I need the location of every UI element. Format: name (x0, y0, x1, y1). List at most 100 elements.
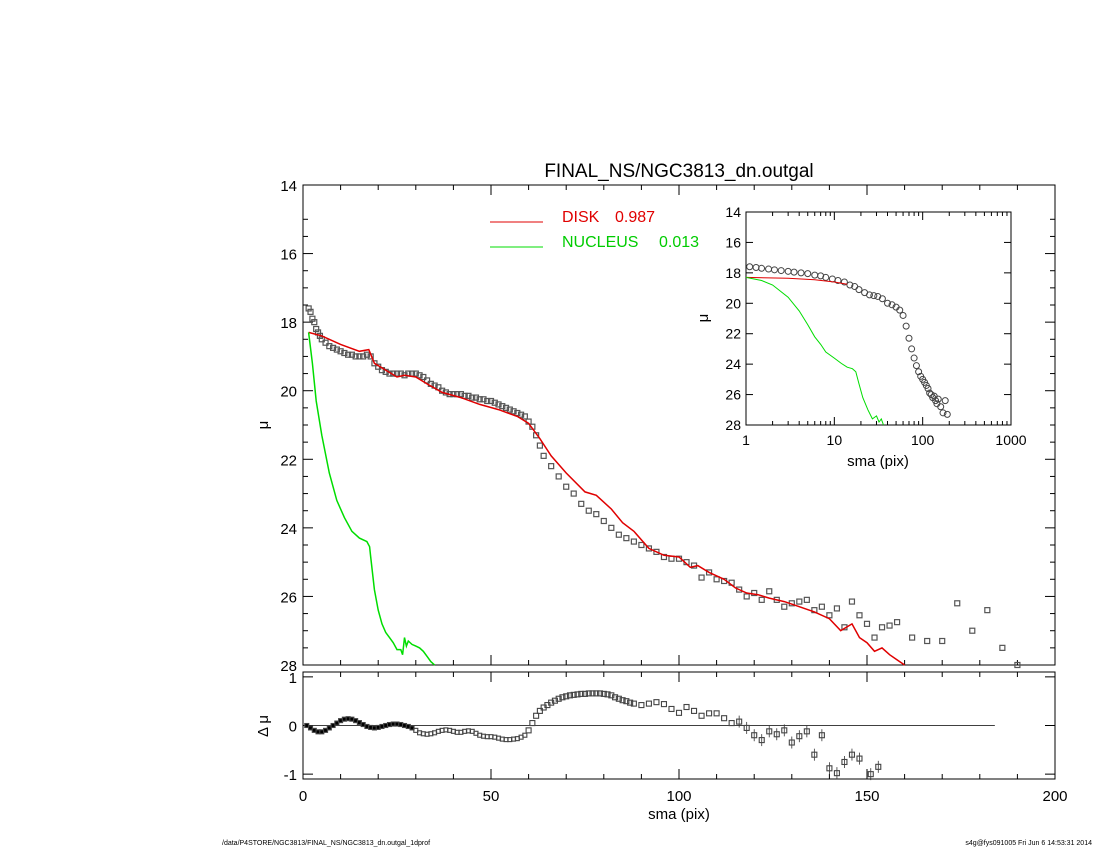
inset-plot-frame (745, 211, 1012, 426)
data-point (337, 348, 344, 355)
main-y-tick-label: 18 (280, 315, 297, 332)
residual-point (683, 703, 690, 711)
residual-point (698, 712, 705, 719)
residual-point (627, 699, 634, 706)
residual-point (788, 739, 795, 746)
data-point (886, 622, 893, 629)
data-point (341, 349, 348, 357)
residual-point (600, 690, 607, 697)
inset-data-point (908, 345, 916, 353)
data-point (348, 351, 355, 358)
residual-point (690, 707, 698, 714)
data-point (307, 308, 314, 315)
residual-point (803, 728, 810, 735)
data-point (495, 401, 502, 408)
data-point (826, 612, 833, 619)
inset-data-point (943, 410, 951, 418)
data-point (969, 627, 976, 634)
x-tick-label: 50 (483, 788, 500, 805)
inset-series-layer (745, 263, 951, 426)
residual-plot: -101 0 50 100 150 200 Δ μ sma (pix) (255, 670, 1068, 823)
residual-point (589, 690, 596, 697)
data-point (548, 463, 555, 470)
series-disk-line (308, 331, 906, 666)
residual-point (630, 700, 637, 707)
series-nucleus-line (307, 332, 436, 666)
data-point (412, 370, 419, 377)
inset-x-axis-label: sma (pix) (847, 453, 909, 470)
data-point (360, 353, 367, 360)
residual-point (833, 770, 840, 777)
data-point (457, 391, 465, 398)
data-point (893, 619, 901, 626)
data-point (608, 524, 615, 531)
data-point (420, 373, 427, 381)
residual-point (713, 710, 720, 717)
inset-plot: 14 16 18 20 22 24 26 28 1 10 100 1000 sma (pix) μ (695, 196, 1040, 476)
data-point (311, 319, 318, 326)
data-point (517, 411, 525, 418)
inset-data-point (905, 334, 913, 342)
data-point (371, 360, 378, 367)
legend: DISK 0.987 NUCLEUS 0.013 (490, 209, 699, 251)
main-x-ticks (302, 185, 1056, 665)
inset-data-point (934, 395, 942, 403)
data-point (363, 351, 371, 358)
residual-point (638, 702, 645, 709)
inset-data-point (937, 403, 945, 411)
data-point (491, 399, 498, 406)
inset-y-tick-label: 18 (725, 265, 741, 281)
inset-y-axis-label: μ (695, 314, 712, 323)
inset-data-point (865, 291, 873, 299)
residual-point (574, 691, 581, 698)
data-point (713, 576, 720, 583)
data-point (329, 344, 337, 351)
inset-data-point (912, 362, 920, 370)
inset-series-nucleus-line (745, 276, 884, 426)
data-point (521, 413, 528, 420)
data-point (833, 605, 841, 612)
inset-data-point (902, 322, 910, 330)
data-point (999, 644, 1006, 651)
main-plot: FINAL_NS/NGC3813_dn.outgal 14 16 18 20 22 24 2… (255, 161, 1056, 675)
footer-path: /data/P4STORE/NGC3813/FINAL_NS/NGC3813_d… (222, 840, 431, 847)
residual-point (533, 712, 540, 719)
data-point (423, 377, 431, 384)
inset-data-point (924, 384, 932, 392)
residual-y-axis-label: Δ μ (255, 715, 272, 737)
residual-point (593, 690, 600, 697)
data-point (796, 598, 803, 605)
residual-point (596, 690, 604, 697)
data-point (878, 624, 886, 631)
inset-data-point (896, 306, 904, 314)
inset-plot-background (700, 196, 1040, 476)
data-point (630, 538, 637, 545)
residual-point (856, 755, 863, 762)
inset-data-point (822, 273, 830, 281)
residual-point (766, 728, 773, 735)
inset-data-point (834, 276, 842, 284)
data-point (653, 548, 660, 555)
inset-data-point (817, 272, 825, 280)
residual-point (608, 692, 615, 699)
data-point (578, 500, 585, 507)
inset-data-point (840, 278, 848, 286)
residual-point (773, 731, 780, 738)
inset-data-point (878, 295, 886, 303)
inset-x-axis: 1 10 100 1000 (742, 212, 1027, 448)
residual-point (566, 692, 574, 699)
x-axis-label: sma (pix) (648, 806, 710, 823)
residual-point (548, 699, 555, 706)
inset-data-point (941, 397, 949, 405)
residual-point (563, 693, 570, 700)
data-point (309, 315, 316, 322)
data-point (506, 406, 513, 413)
x-tick-label: 100 (666, 788, 691, 805)
data-point (502, 404, 510, 411)
inset-data-point (888, 301, 896, 309)
inset-data-point (846, 281, 854, 289)
inset-y-tick-label: 14 (725, 204, 741, 220)
data-point (593, 511, 600, 518)
residual-point (736, 718, 743, 725)
residual-point (529, 720, 536, 727)
